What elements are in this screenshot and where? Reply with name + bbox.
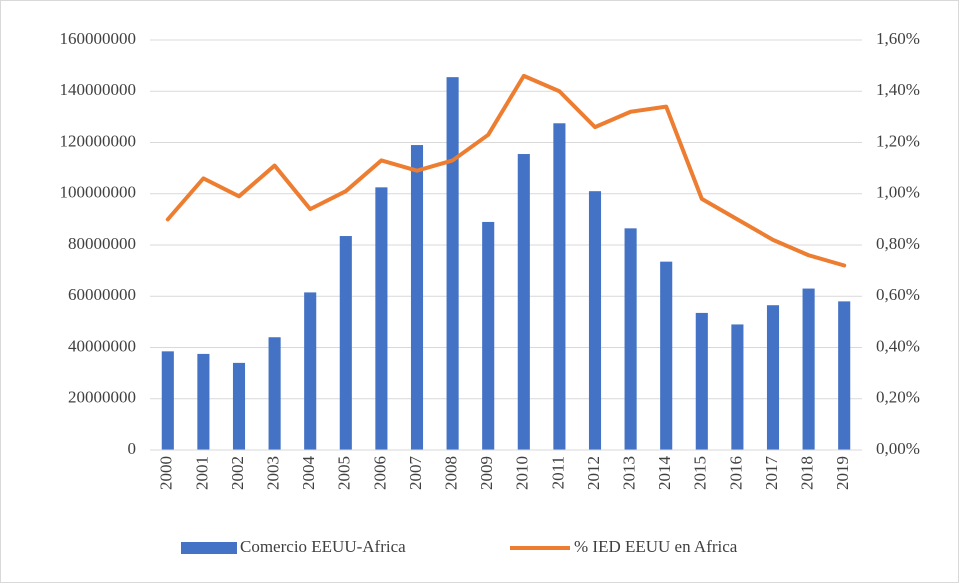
bar [695,312,708,450]
bar [802,288,815,450]
bar [660,261,673,450]
x-tick-label: 2009 [477,456,496,490]
bar [482,221,495,450]
y-tick-label: 20000000 [68,388,136,407]
x-tick-label: 2013 [620,456,639,490]
bar [838,301,851,450]
x-tick-label: 2010 [513,456,532,490]
legend-label: % IED EEUU en Africa [574,537,738,556]
y-tick-label: 140000000 [60,80,137,99]
x-tick-label: 2002 [228,456,247,490]
bar [410,145,424,450]
y-tick-label: 160000000 [60,29,137,48]
bar [232,362,246,450]
y-tick-label: 80000000 [68,234,136,253]
bar [446,77,459,450]
y2-tick-label: 0,40% [876,336,920,355]
y2-tick-label: 1,60% [876,29,920,48]
y-tick-label: 0 [128,439,137,458]
x-tick-label: 2005 [335,456,354,490]
x-tick-label: 2004 [299,456,318,491]
x-tick-label: 2014 [655,456,674,491]
x-tick-label: 2003 [264,456,283,490]
x-tick-label: 2015 [691,456,710,490]
bar [624,228,637,450]
y-tick-label: 100000000 [60,183,137,202]
bar [339,236,352,450]
x-tick-label: 2000 [157,456,176,490]
x-tick-label: 2018 [798,456,817,490]
x-tick-label: 2019 [833,456,852,490]
bar [731,324,744,450]
bar [375,187,388,450]
x-tick-label: 2006 [370,456,389,490]
y-tick-label: 120000000 [60,131,137,150]
y2-tick-label: 0,80% [876,234,920,253]
x-tick-label: 2012 [584,456,603,490]
y2-tick-label: 1,40% [876,80,920,99]
x-tick-label: 2008 [442,456,461,490]
y2-tick-label: 0,60% [876,285,920,304]
bar [304,292,317,450]
bar [197,353,210,450]
line [165,73,847,268]
x-tick-label: 2016 [726,456,745,490]
y2-tick-label: 0,20% [876,388,920,407]
bar [517,154,530,450]
legend-label: Comercio EEUU-Africa [240,537,406,556]
bar [588,191,602,450]
y2-tick-label: 0,00% [876,439,920,458]
y2-tick-label: 1,20% [876,131,920,150]
bar [553,123,566,450]
x-tick-label: 2001 [192,456,211,490]
bar [766,305,780,450]
x-tick-label: 2017 [762,456,781,491]
x-tick-label: 2007 [406,456,425,491]
y-tick-label: 60000000 [68,285,136,304]
y-tick-label: 40000000 [68,336,136,355]
x-tick-label: 2011 [548,456,567,489]
legend-swatch [181,542,237,554]
y2-tick-label: 1,00% [876,183,920,202]
bar [268,337,281,450]
bar [161,351,174,450]
